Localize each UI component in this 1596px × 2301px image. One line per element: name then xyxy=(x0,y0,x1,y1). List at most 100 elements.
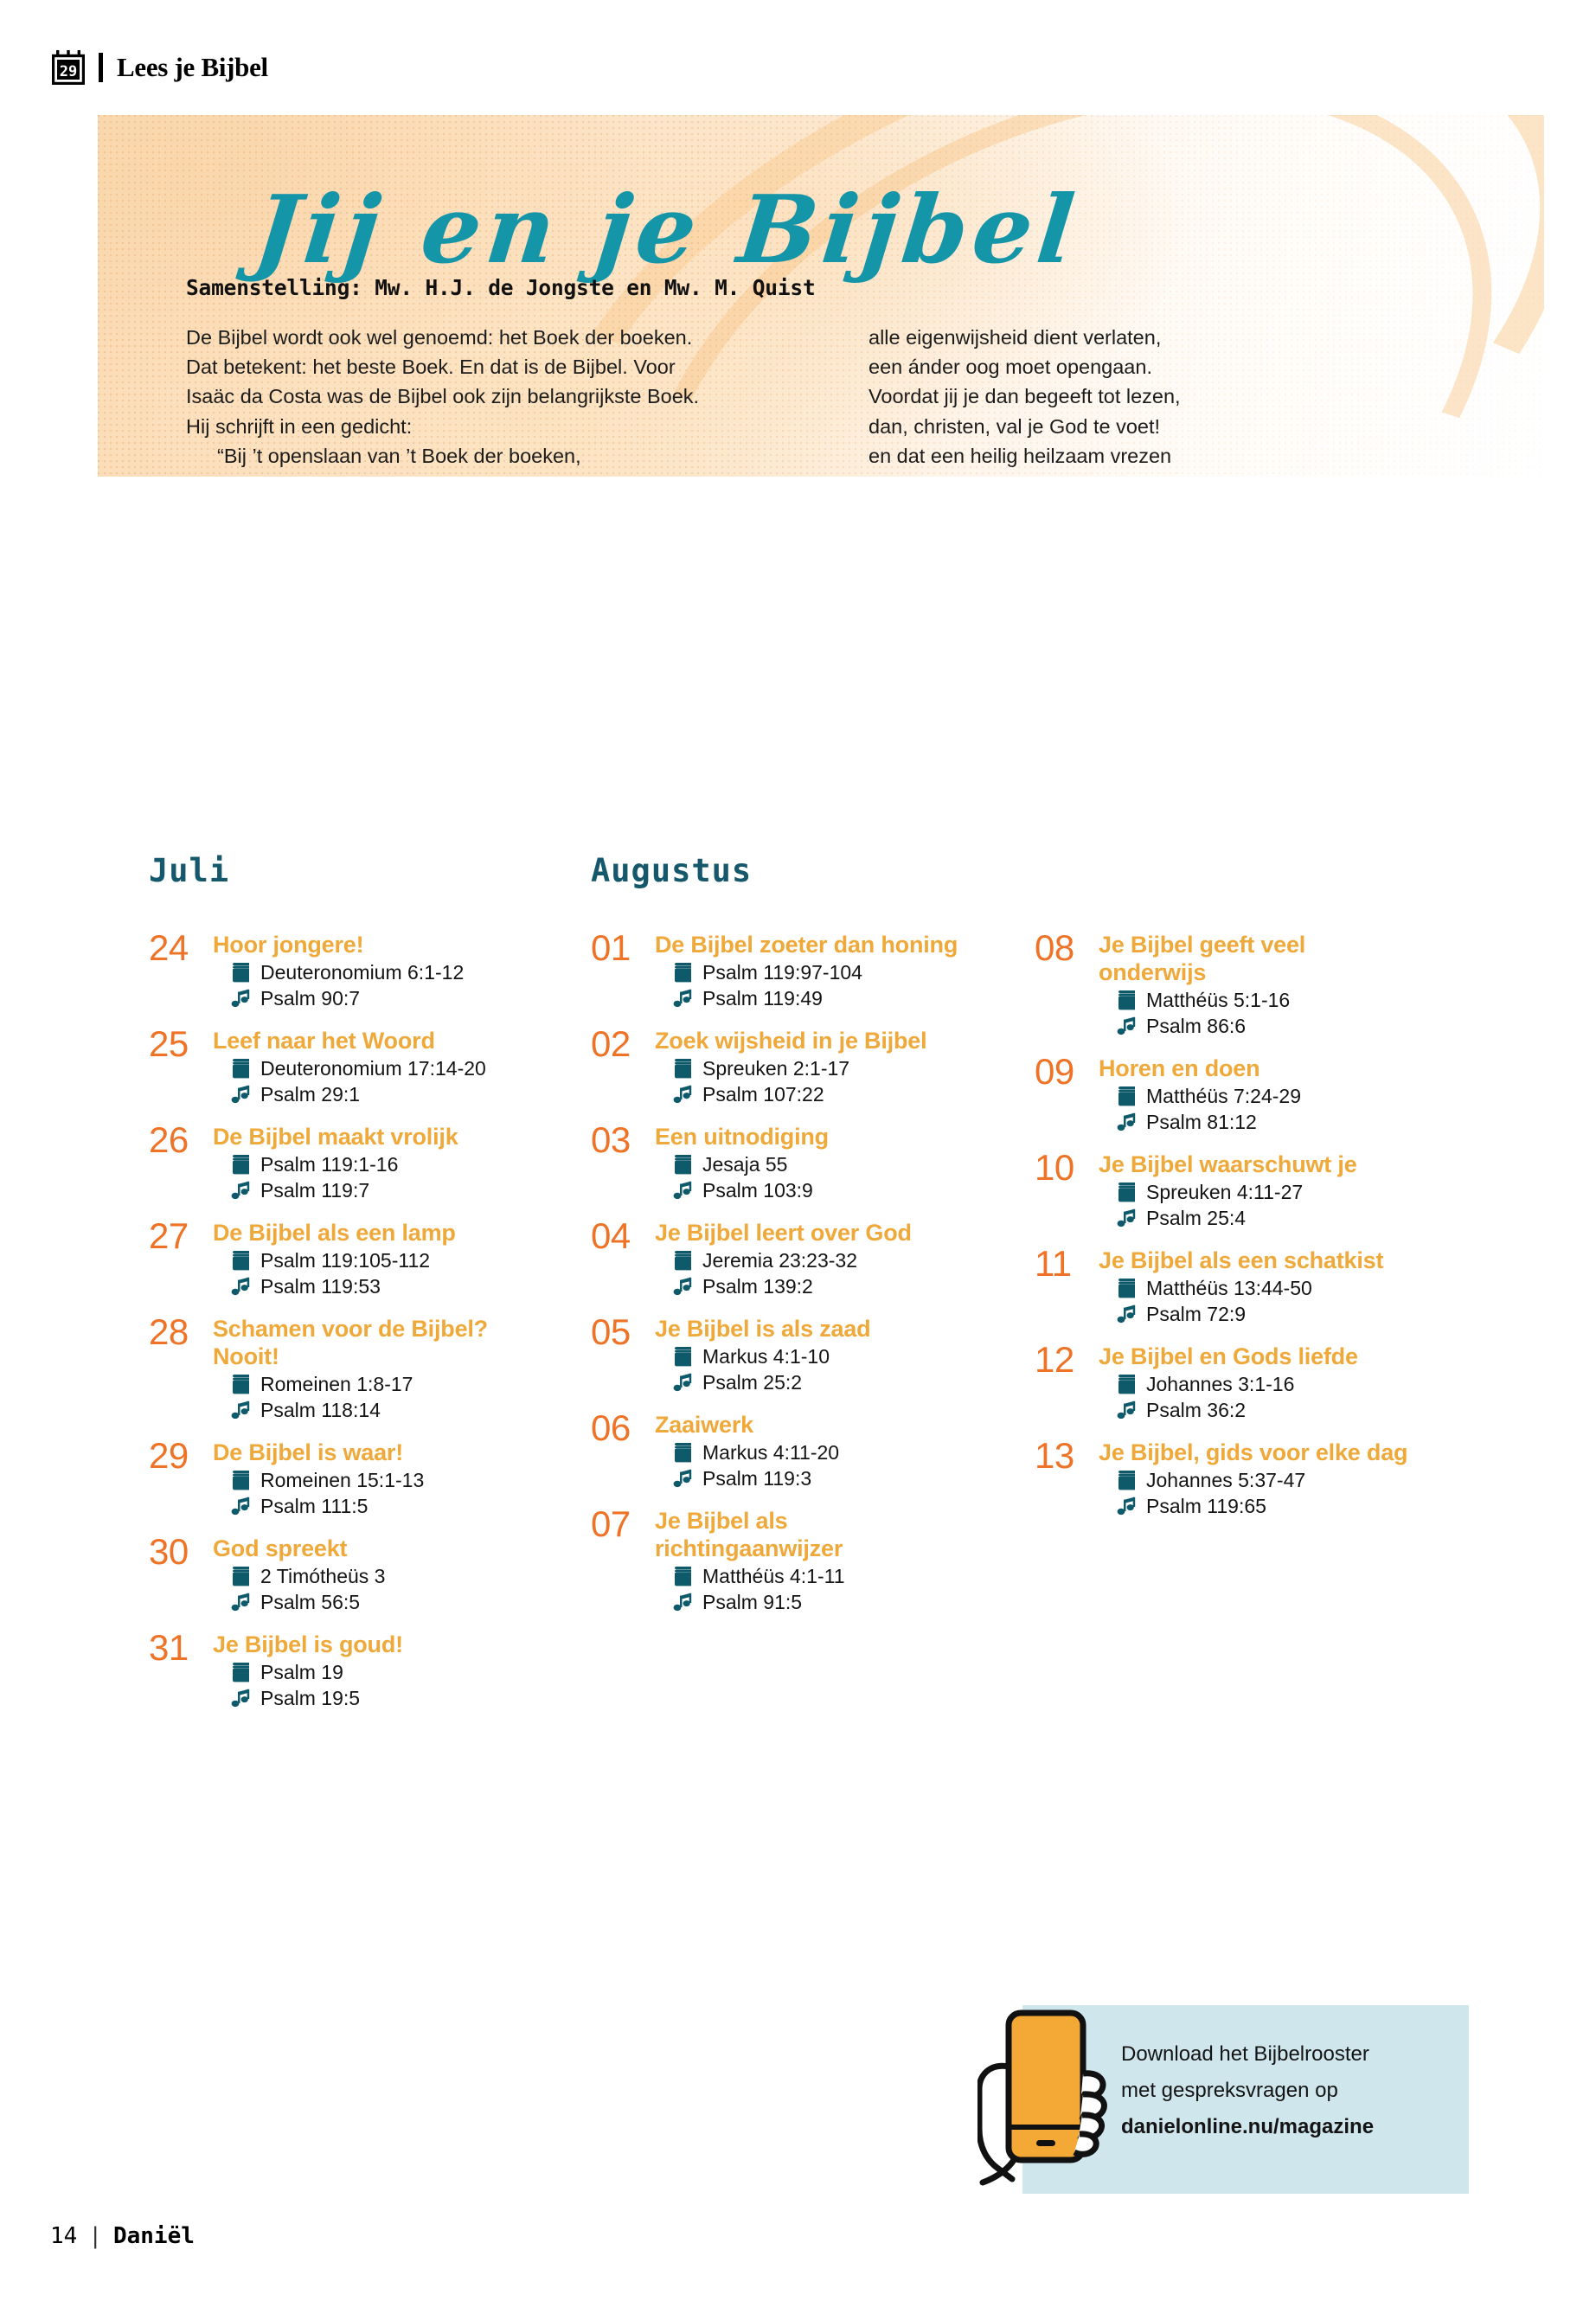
entry-title: Horen en doen xyxy=(1099,1055,1260,1081)
schedule-entry: 01 De Bijbel zoeter dan honing Psalm 119:9… xyxy=(591,930,958,1010)
schedule-entry: 05 Je Bijbel is als zaad Markus 4:1-10 Psal… xyxy=(591,1314,958,1394)
bible-reference-text: 2 Timótheüs 3 xyxy=(260,1565,386,1587)
bible-reference-text: Matthéüs 13:44-50 xyxy=(1146,1277,1312,1299)
music-note-icon xyxy=(673,1277,692,1296)
schedule-entry: 31 Je Bijbel is goud! Psalm 19 Psalm 19:5 xyxy=(149,1630,512,1710)
entry-title: God spreekt xyxy=(213,1535,348,1561)
entry-body: Je Bijbel als richtingaanwijzer Matthéüs … xyxy=(655,1507,958,1614)
entry-title: De Bijbel is waar! xyxy=(213,1439,403,1465)
book-icon xyxy=(233,1155,249,1175)
schedule-entry: 08 Je Bijbel geeft veel onderwijs Matthéüs… xyxy=(1035,927,1415,1038)
psalm-reference-row: Psalm 19:5 xyxy=(213,1687,512,1710)
entry-title: Leef naar het Woord xyxy=(213,1028,435,1054)
bible-reference-row: Romeinen 1:8-17 xyxy=(213,1373,512,1396)
psalm-reference-row: Psalm 111:5 xyxy=(213,1495,512,1518)
psalm-reference-text: Psalm 72:9 xyxy=(1146,1303,1247,1325)
entry-title: De Bijbel als een lamp xyxy=(213,1220,456,1246)
psalm-reference-row: Psalm 119:53 xyxy=(213,1275,512,1298)
bible-reference-row: Psalm 119:105-112 xyxy=(213,1249,512,1272)
music-note-icon xyxy=(231,1181,250,1200)
schedule-entry: 28 Schamen voor de Bijbel? Nooit! Romeinen… xyxy=(149,1314,512,1422)
schedule-entry: 13 Je Bijbel, gids voor elke dag Johannes … xyxy=(1035,1438,1415,1518)
psalm-reference-text: Psalm 25:2 xyxy=(702,1371,803,1394)
bible-reference-text: Deuteronomium 17:14-20 xyxy=(260,1057,486,1080)
entry-title: De Bijbel zoeter dan honing xyxy=(655,932,958,958)
hero-text-columns: De Bijbel wordt ook wel genoemd: het Boe… xyxy=(186,323,1484,477)
hero-column-left: De Bijbel wordt ook wel genoemd: het Boe… xyxy=(186,323,801,477)
entry-day-number: 06 xyxy=(591,1407,631,1448)
bible-reference-text: Romeinen 1:8-17 xyxy=(260,1373,413,1395)
bible-reference-row: 2 Timótheüs 3 xyxy=(213,1565,512,1588)
music-note-icon xyxy=(673,1373,692,1392)
promo-link-url[interactable]: danielonline.nu/magazine xyxy=(1121,2115,1375,2138)
bible-reference-text: Markus 4:1-10 xyxy=(702,1345,830,1368)
entry-day-number: 08 xyxy=(1035,927,1074,968)
music-note-icon xyxy=(231,1400,250,1420)
hero-text-line: gedenk, o christen! dag aan dag, xyxy=(186,471,801,477)
psalm-reference-row: Psalm 90:7 xyxy=(213,987,512,1010)
book-icon xyxy=(233,1471,249,1490)
book-icon xyxy=(1118,1279,1135,1298)
entry-body: Je Bijbel is goud! Psalm 19 Psalm 19:5 xyxy=(213,1631,512,1710)
bible-reference-text: Matthéüs 4:1-11 xyxy=(702,1565,845,1587)
bible-reference-text: Psalm 119:1-16 xyxy=(260,1153,399,1176)
entry-day-number: 09 xyxy=(1035,1051,1074,1092)
psalm-reference-text: Psalm 119:49 xyxy=(702,987,823,1009)
bible-reference-row: Johannes 3:1-16 xyxy=(1099,1373,1415,1396)
psalm-reference-text: Psalm 19:5 xyxy=(260,1687,361,1709)
bible-reference-row: Psalm 119:1-16 xyxy=(213,1153,512,1176)
music-note-icon xyxy=(231,1277,250,1296)
book-icon xyxy=(233,1251,249,1271)
bible-reference-text: Matthéüs 5:1-16 xyxy=(1146,989,1291,1011)
entry-body: Een uitnodiging Jesaja 55 Psalm 103:9 xyxy=(655,1123,958,1202)
header-divider xyxy=(99,53,103,82)
bible-reference-text: Johannes 3:1-16 xyxy=(1146,1373,1295,1395)
entry-body: De Bijbel als een lamp Psalm 119:105-112 P… xyxy=(213,1219,512,1298)
psalm-reference-row: Psalm 29:1 xyxy=(213,1083,512,1106)
schedule-entry: 03 Een uitnodiging Jesaja 55 Psalm 103:9 xyxy=(591,1122,958,1202)
book-icon xyxy=(675,1567,691,1586)
bible-reference-row: Jeremia 23:23-32 xyxy=(655,1249,958,1272)
entry-day-number: 11 xyxy=(1035,1243,1072,1284)
hero-text-line: alle eigenwijsheid dient verlaten, xyxy=(869,326,1162,349)
hero-text-line: Voordat jij je dan begeeft tot lezen, xyxy=(869,385,1181,408)
entry-day-number: 26 xyxy=(149,1119,189,1160)
hero-text-line: Isaäc da Costa was de Bijbel ook zijn be… xyxy=(186,385,700,408)
entry-body: Leef naar het Woord Deuteronomium 17:14-2… xyxy=(213,1027,512,1106)
bible-reference-row: Deuteronomium 17:14-20 xyxy=(213,1057,512,1080)
entry-body: Je Bijbel waarschuwt je Spreuken 4:11-27 P… xyxy=(1099,1150,1415,1230)
hero-column-right: alle eigenwijsheid dient verlaten, een án… xyxy=(869,323,1484,477)
bible-reference-row: Spreuken 4:11-27 xyxy=(1099,1181,1415,1204)
entry-title: Je Bijbel als een schatkist xyxy=(1099,1247,1384,1273)
book-icon xyxy=(1118,1471,1135,1490)
schedule-entry: 02 Zoek wijsheid in je Bijbel Spreuken 2:1… xyxy=(591,1023,958,1106)
entry-day-number: 30 xyxy=(149,1531,189,1572)
schedule-entry: 07 Je Bijbel als richtingaanwijzer Matthéü… xyxy=(591,1506,958,1614)
book-icon xyxy=(1118,1375,1135,1394)
psalm-reference-row: Psalm 81:12 xyxy=(1099,1111,1415,1134)
bible-reference-text: Spreuken 4:11-27 xyxy=(1146,1181,1304,1203)
bible-reference-text: Romeinen 15:1-13 xyxy=(260,1469,425,1491)
svg-text:29: 29 xyxy=(60,63,77,80)
entry-day-number: 10 xyxy=(1035,1147,1074,1188)
hero-text-line: De Bijbel wordt ook wel genoemd: het Boe… xyxy=(186,326,693,349)
schedule-entry: 09 Horen en doen Matthéüs 7:24-29 Psalm 81:… xyxy=(1035,1054,1415,1134)
music-note-icon xyxy=(1117,1400,1136,1420)
schedule-entry: 06 Zaaiwerk Markus 4:11-20 Psalm 119:3 xyxy=(591,1407,958,1490)
psalm-reference-text: Psalm 139:2 xyxy=(702,1275,813,1298)
entry-title: Een uitnodiging xyxy=(655,1124,829,1150)
bible-reference-row: Matthéüs 7:24-29 xyxy=(1099,1085,1415,1108)
entry-day-number: 02 xyxy=(591,1023,631,1064)
entry-title: Je Bijbel is als zaad xyxy=(655,1316,871,1342)
schedule-entry: 12 Je Bijbel en Gods liefde Johannes 3:1-1… xyxy=(1035,1339,1415,1422)
bible-reference-row: Spreuken 2:1-17 xyxy=(655,1057,958,1080)
footer-brand: Daniël xyxy=(112,2223,195,2249)
page-header: 29 Lees je Bijbel xyxy=(52,50,268,85)
book-icon xyxy=(1118,1183,1135,1202)
entry-day-number: 12 xyxy=(1035,1339,1074,1380)
download-promo-box[interactable]: Download het Bijbelrooster met gespreksv… xyxy=(977,2005,1469,2194)
hero-text-line: “Bij ’t openslaan van ’t Boek der boeken… xyxy=(217,444,581,467)
bible-reference-text: Psalm 19 xyxy=(260,1661,343,1683)
promo-line-1: Download het Bijbelrooster xyxy=(1121,2042,1369,2066)
bible-reference-text: Spreuken 2:1-17 xyxy=(702,1057,850,1080)
